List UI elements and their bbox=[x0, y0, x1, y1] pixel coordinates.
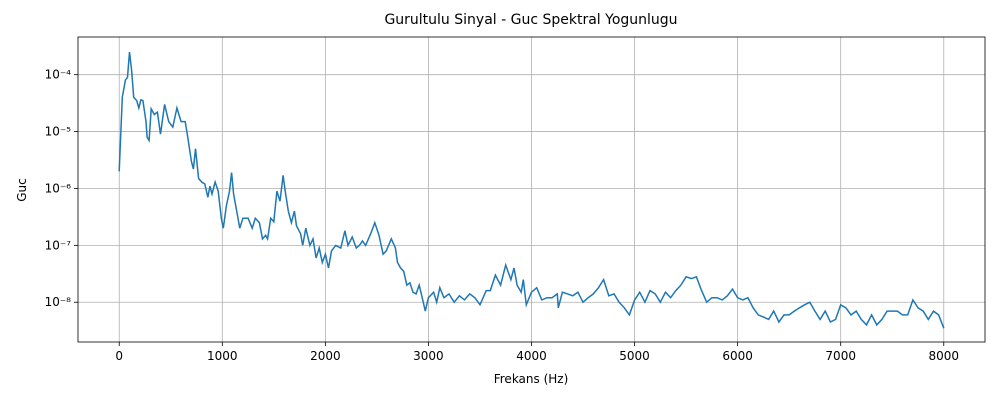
x-tick-label: 4000 bbox=[516, 349, 547, 363]
x-tick-label: 1000 bbox=[207, 349, 238, 363]
x-tick-label: 0 bbox=[115, 349, 123, 363]
x-tick-label: 6000 bbox=[722, 349, 753, 363]
x-axis-label: Frekans (Hz) bbox=[494, 372, 569, 386]
plot-frame bbox=[77, 36, 986, 343]
x-tick-label: 5000 bbox=[619, 349, 650, 363]
y-tick-label: 10⁻⁸ bbox=[45, 295, 72, 309]
y-tick-label: 10⁻⁶ bbox=[45, 181, 72, 195]
x-tick-label: 3000 bbox=[413, 349, 444, 363]
data-line bbox=[118, 52, 945, 329]
x-tick-label: 8000 bbox=[928, 349, 959, 363]
y-tick-label: 10⁻⁷ bbox=[45, 238, 72, 252]
y-tick-label: 10⁻⁵ bbox=[45, 125, 72, 139]
y-axis-label: Guc bbox=[15, 178, 29, 202]
x-tick-label: 7000 bbox=[825, 349, 856, 363]
chart-title: Gurultulu Sinyal - Guc Spektral Yogunlug… bbox=[384, 12, 677, 28]
x-tick-label: 2000 bbox=[310, 349, 341, 363]
y-tick-label: 10⁻⁴ bbox=[45, 68, 72, 82]
